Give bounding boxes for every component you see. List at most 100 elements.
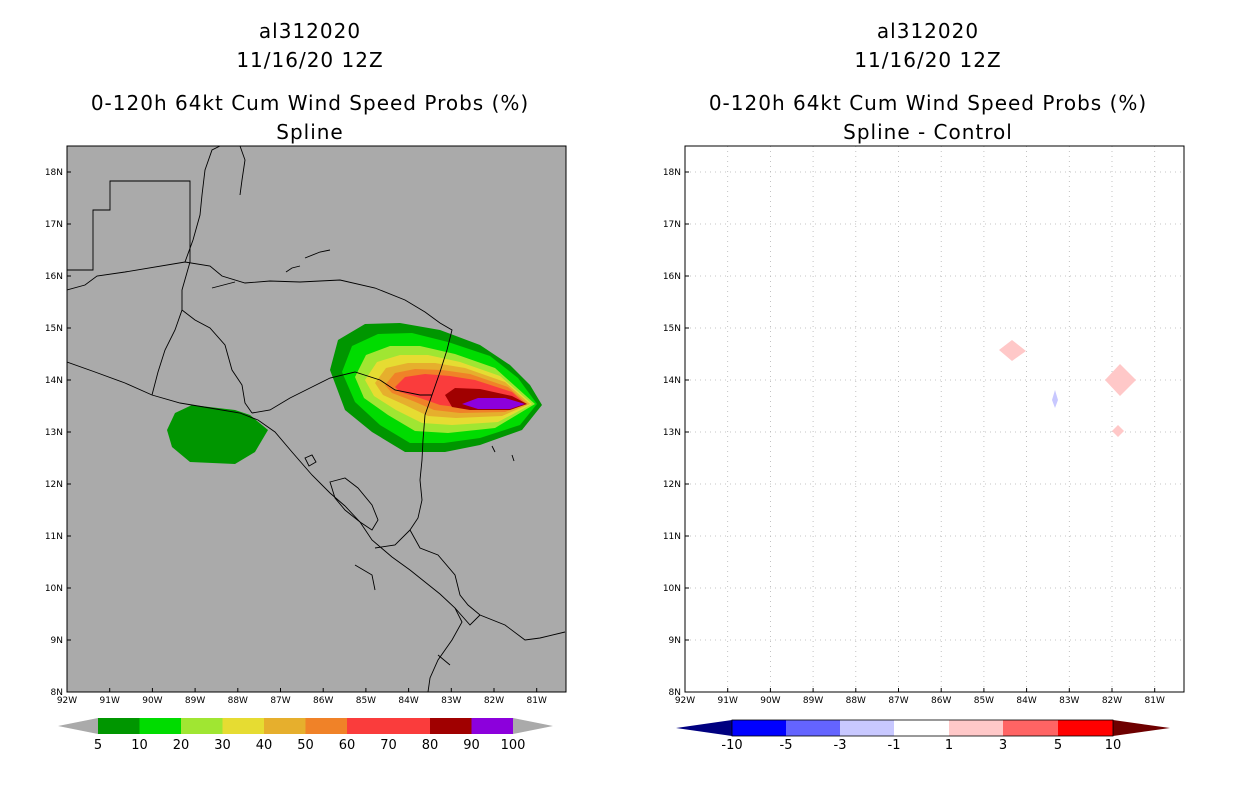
right-colorbar-label: 5 <box>1054 738 1062 753</box>
cb-prob-30-40 <box>222 718 264 734</box>
lon-label: 92W <box>57 696 77 706</box>
lon-label: 81W <box>527 696 547 706</box>
right-title-product: 0-120h 64kt Cum Wind Speed Probs (%) <box>708 91 1148 115</box>
lon-label: 83W <box>1059 696 1079 706</box>
lon-label: 86W <box>931 696 951 706</box>
lon-label: 92W <box>675 696 695 706</box>
lat-label: 8N <box>51 688 63 698</box>
lat-label: 11N <box>45 532 63 542</box>
cb-prob-90-100 <box>471 718 513 734</box>
lon-label: 82W <box>1102 696 1122 706</box>
cb-diff-neg5-neg3 <box>786 720 840 736</box>
lat-label: 14N <box>663 376 681 386</box>
left-colorbar <box>58 718 553 734</box>
left-probability-swath <box>167 323 542 464</box>
right-map <box>684 145 1185 693</box>
cb-diff-neg1-1 <box>894 720 949 736</box>
cb-prob-70-80 <box>388 718 430 734</box>
cb-prob-10-20 <box>139 718 181 734</box>
lat-label: 13N <box>45 428 63 438</box>
right-colorbar-label: -5 <box>780 738 793 753</box>
left-colorbar-label: 90 <box>463 738 480 753</box>
left-colorbar-arrow-low <box>58 718 98 734</box>
lat-label: 10N <box>45 584 63 594</box>
diff-region-honduras <box>999 340 1026 361</box>
right-title-sub: Spline - Control <box>843 120 1013 144</box>
left-map-frame <box>66 145 567 693</box>
lon-label: 88W <box>846 696 866 706</box>
right-colorbar-label: -1 <box>888 738 901 753</box>
lat-label: 14N <box>45 376 63 386</box>
lon-label: 90W <box>142 696 162 706</box>
lon-label: 84W <box>1016 696 1036 706</box>
cb-diff-5-10 <box>1058 720 1113 736</box>
left-colorbar-label: 10 <box>131 738 148 753</box>
lat-label: 18N <box>45 168 63 178</box>
lon-label: 83W <box>441 696 461 706</box>
right-difference-field <box>999 340 1136 437</box>
lat-label: 9N <box>51 636 63 646</box>
lat-label: 12N <box>663 480 681 490</box>
left-colorbar-label: 20 <box>173 738 190 753</box>
lat-label: 10N <box>663 584 681 594</box>
right-title-storm: al312020 <box>876 19 980 43</box>
right-map-background <box>685 146 1184 692</box>
left-title-storm: al312020 <box>258 19 362 43</box>
left-colorbar-label: 100 <box>501 738 526 753</box>
left-colorbar-label: 50 <box>297 738 314 753</box>
diff-region-southeast <box>1112 425 1124 437</box>
left-title-time: 11/16/20 12Z <box>236 48 384 72</box>
right-colorbar-label: 10 <box>1105 738 1122 753</box>
right-gridlines <box>685 146 1184 692</box>
cb-prob-50-60 <box>305 718 347 734</box>
cb-prob-40-50 <box>264 718 306 734</box>
right-colorbar-outline <box>731 719 1114 737</box>
lon-label: 82W <box>484 696 504 706</box>
cb-prob-60-70 <box>347 718 389 734</box>
lat-label: 15N <box>663 324 681 334</box>
lon-label: 90W <box>760 696 780 706</box>
cb-diff-3-5 <box>1003 720 1058 736</box>
lat-label: 13N <box>663 428 681 438</box>
lon-label: 91W <box>100 696 120 706</box>
left-colorbar-labels: 5 10 20 30 40 50 60 70 80 90 100 <box>94 738 526 753</box>
lat-label: 18N <box>663 168 681 178</box>
lat-label: 12N <box>45 480 63 490</box>
lat-label: 8N <box>669 688 681 698</box>
lon-label: 81W <box>1145 696 1165 706</box>
left-colorbar-label: 5 <box>94 738 102 753</box>
lon-label: 85W <box>974 696 994 706</box>
right-colorbar-arrow-high <box>1113 720 1170 736</box>
lon-label: 87W <box>888 696 908 706</box>
lat-label: 17N <box>45 220 63 230</box>
left-colorbar-label: 60 <box>339 738 356 753</box>
lat-label: 17N <box>663 220 681 230</box>
cb-diff-1-3 <box>949 720 1003 736</box>
right-colorbar-label: 3 <box>999 738 1007 753</box>
right-colorbar-label: -3 <box>834 738 847 753</box>
left-title-product: 0-120h 64kt Cum Wind Speed Probs (%) <box>90 91 530 115</box>
lat-label: 16N <box>45 272 63 282</box>
right-colorbar-label: 1 <box>945 738 953 753</box>
cb-diff-neg3-neg1 <box>840 720 894 736</box>
lat-label: 16N <box>663 272 681 282</box>
right-colorbar-label: -10 <box>721 738 742 753</box>
lon-label: 85W <box>356 696 376 706</box>
lon-label: 84W <box>398 696 418 706</box>
left-map <box>66 145 567 693</box>
left-title-sub: Spline <box>276 120 344 144</box>
lon-label: 87W <box>270 696 290 706</box>
cb-diff-neg10-neg5 <box>732 720 786 736</box>
left-colorbar-label: 40 <box>256 738 273 753</box>
lon-label: 91W <box>718 696 738 706</box>
cb-prob-5-10 <box>98 718 140 734</box>
lon-label: 86W <box>313 696 333 706</box>
lon-label: 89W <box>803 696 823 706</box>
fonseca-swath-5 <box>167 405 268 464</box>
left-colorbar-label: 30 <box>214 738 231 753</box>
lon-label: 88W <box>228 696 248 706</box>
lat-label: 15N <box>45 324 63 334</box>
